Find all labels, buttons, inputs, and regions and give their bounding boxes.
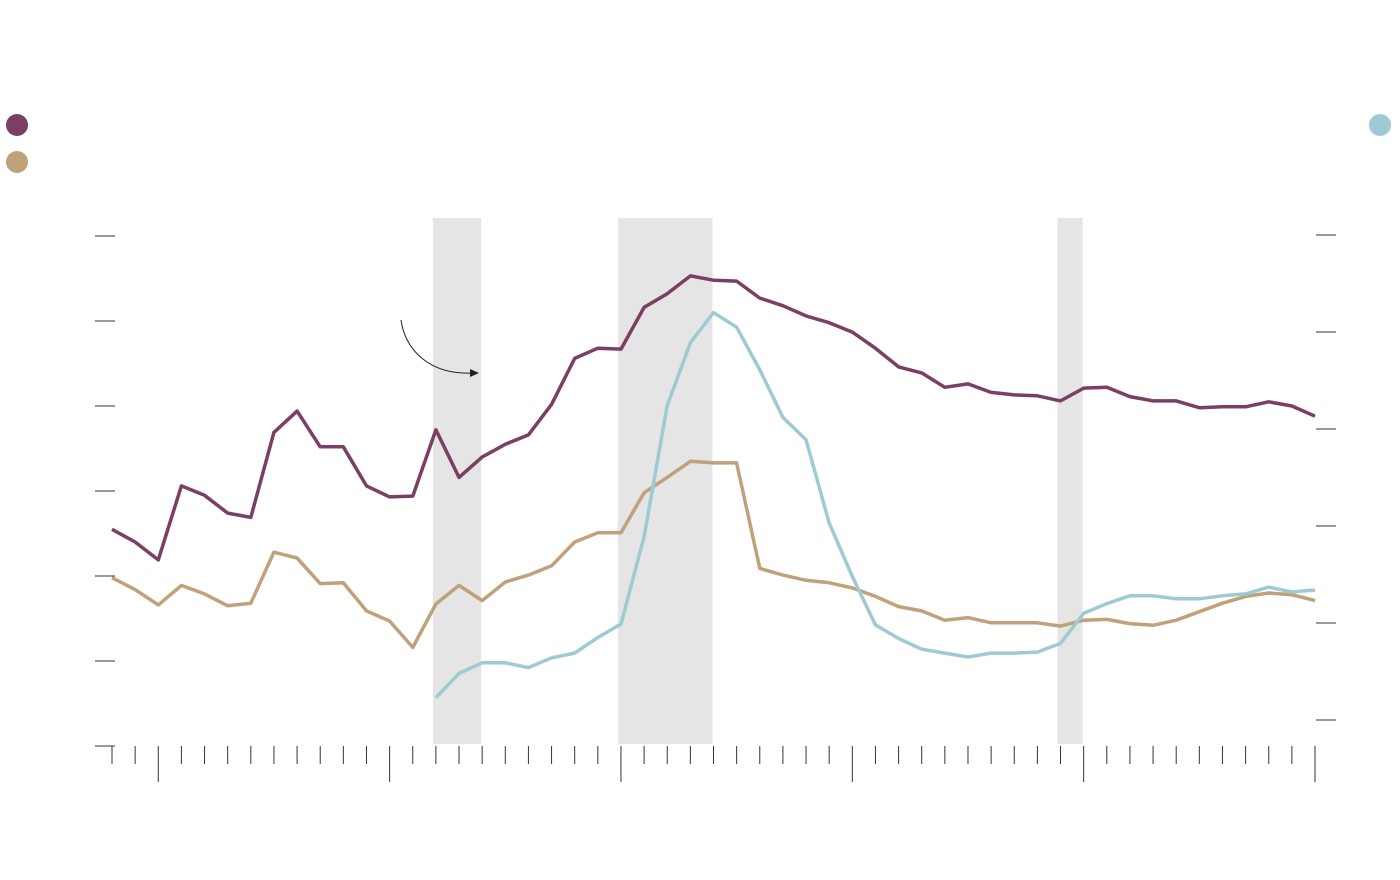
shaded-band	[432, 218, 482, 744]
shaded-band	[1057, 218, 1083, 744]
shaded-bands	[432, 218, 1083, 744]
series-line	[434, 310, 1316, 699]
legend-swatch	[6, 114, 28, 136]
annotation-arrow	[400, 319, 473, 374]
legend-swatch	[1369, 114, 1391, 136]
annotation-arrowhead	[470, 369, 479, 377]
plot	[111, 274, 1316, 699]
series-line	[111, 274, 1316, 562]
shaded-band	[617, 218, 713, 744]
series-line	[111, 459, 1316, 650]
legend-swatch	[6, 151, 28, 173]
